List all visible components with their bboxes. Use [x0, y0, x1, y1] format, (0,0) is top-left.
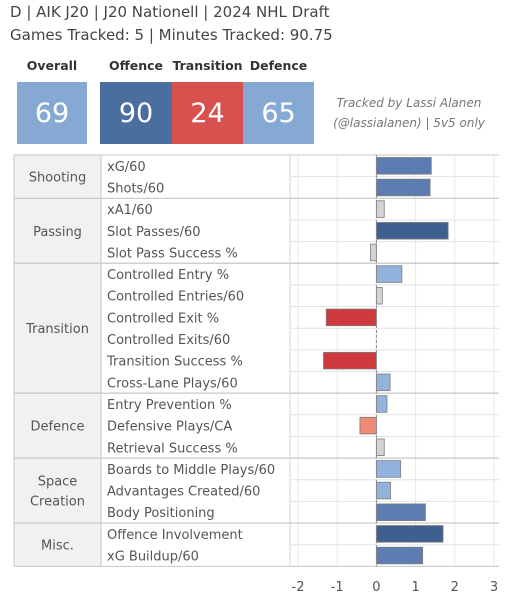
x-tick-label: 2: [451, 580, 459, 595]
category-label-shooting: Shooting: [29, 171, 87, 186]
category-column: [14, 155, 101, 567]
metric-label-controlled-exits-60: Controlled Exits/60: [107, 333, 230, 348]
credit-line-2: (@lassialanen) | 5v5 only: [333, 116, 485, 130]
offence-score-label: Offence: [108, 58, 164, 73]
category-label-misc: Misc.: [41, 539, 74, 554]
x-tick-label: 1: [411, 580, 419, 595]
metric-label-boards-to-middle-plays-60: Boards to Middle Plays/60: [107, 463, 275, 478]
bar-advantages-created-60: [375, 481, 391, 500]
metric-label-defensive-plays-ca: Defensive Plays/CA: [107, 420, 232, 435]
bar-retrieval-success: [375, 438, 385, 457]
metric-label-slot-passes-60: Slot Passes/60: [107, 225, 201, 240]
bar-body-positioning: [375, 503, 426, 521]
chart-title-line-1: D | AIK J20 | J20 Nationell | 2024 NHL D…: [10, 3, 330, 21]
metric-label-entry-prevention: Entry Prevention %: [107, 398, 232, 413]
bar-xg-60: [375, 157, 432, 175]
bar-slot-passes-60: [375, 222, 449, 240]
category-label-passing: Passing: [33, 225, 82, 240]
bar-xg-buildup-60: [375, 546, 424, 565]
metric-label-body-positioning: Body Positioning: [107, 506, 215, 521]
bar-controlled-entry: [375, 265, 403, 283]
bar-transition-success: [323, 351, 377, 370]
metric-label-xg-60: xG/60: [107, 160, 146, 175]
category-label-space-creation: Creation: [30, 495, 85, 510]
metric-label-controlled-entry: Controlled Entry %: [107, 268, 229, 283]
bar-controlled-exit: [325, 308, 377, 327]
chart-title-line-2: Games Tracked: 5 | Minutes Tracked: 90.7…: [10, 26, 333, 44]
bar-defensive-plays-ca: [359, 416, 377, 435]
category-label-space-creation: Space: [38, 475, 78, 490]
bar-offence-involvement: [375, 525, 444, 543]
overall-score-box: 69: [17, 82, 87, 144]
bar-xa1-60: [375, 200, 385, 218]
bar-boards-to-middle-plays-60: [375, 460, 402, 478]
metric-label-retrieval-success: Retrieval Success %: [107, 441, 238, 456]
defence-score-box: 65: [243, 82, 314, 144]
metric-label-transition-success: Transition Success %: [106, 355, 243, 370]
metric-label-cross-lane-plays-60: Cross-Lane Plays/60: [107, 376, 238, 391]
offence-score-box: 90: [100, 82, 172, 144]
x-tick-label: 3: [490, 580, 498, 595]
metric-label-shots-60: Shots/60: [107, 181, 164, 196]
transition-score-box: 24: [172, 82, 243, 144]
metric-label-xg-buildup-60: xG Buildup/60: [107, 550, 199, 565]
bar-controlled-entries-60: [375, 286, 383, 305]
category-label-transition: Transition: [25, 322, 89, 337]
x-tick-label: -2: [292, 580, 305, 595]
bar-shots-60: [375, 178, 431, 197]
category-label-defence: Defence: [31, 420, 85, 435]
bar-entry-prevention: [375, 395, 388, 413]
bar-slot-pass-success: [370, 243, 377, 262]
overall-score-label: Overall: [26, 58, 78, 73]
metric-label-controlled-entries-60: Controlled Entries/60: [107, 290, 244, 305]
metric-label-controlled-exit: Controlled Exit %: [107, 311, 219, 326]
metric-label-advantages-created-60: Advantages Created/60: [107, 485, 260, 500]
metric-label-slot-pass-success: Slot Pass Success %: [107, 246, 238, 261]
credit-line-1: Tracked by Lassi Alanen: [336, 96, 482, 110]
metric-label-xa1-60: xA1/60: [107, 203, 153, 218]
transition-score-label: Transition: [172, 58, 243, 73]
x-tick-label: -1: [331, 580, 344, 595]
x-tick-label: 0: [372, 580, 380, 595]
metric-label-offence-involvement: Offence Involvement: [107, 528, 243, 543]
defence-score-label: Defence: [249, 58, 308, 73]
bar-cross-lane-plays-60: [375, 373, 391, 392]
